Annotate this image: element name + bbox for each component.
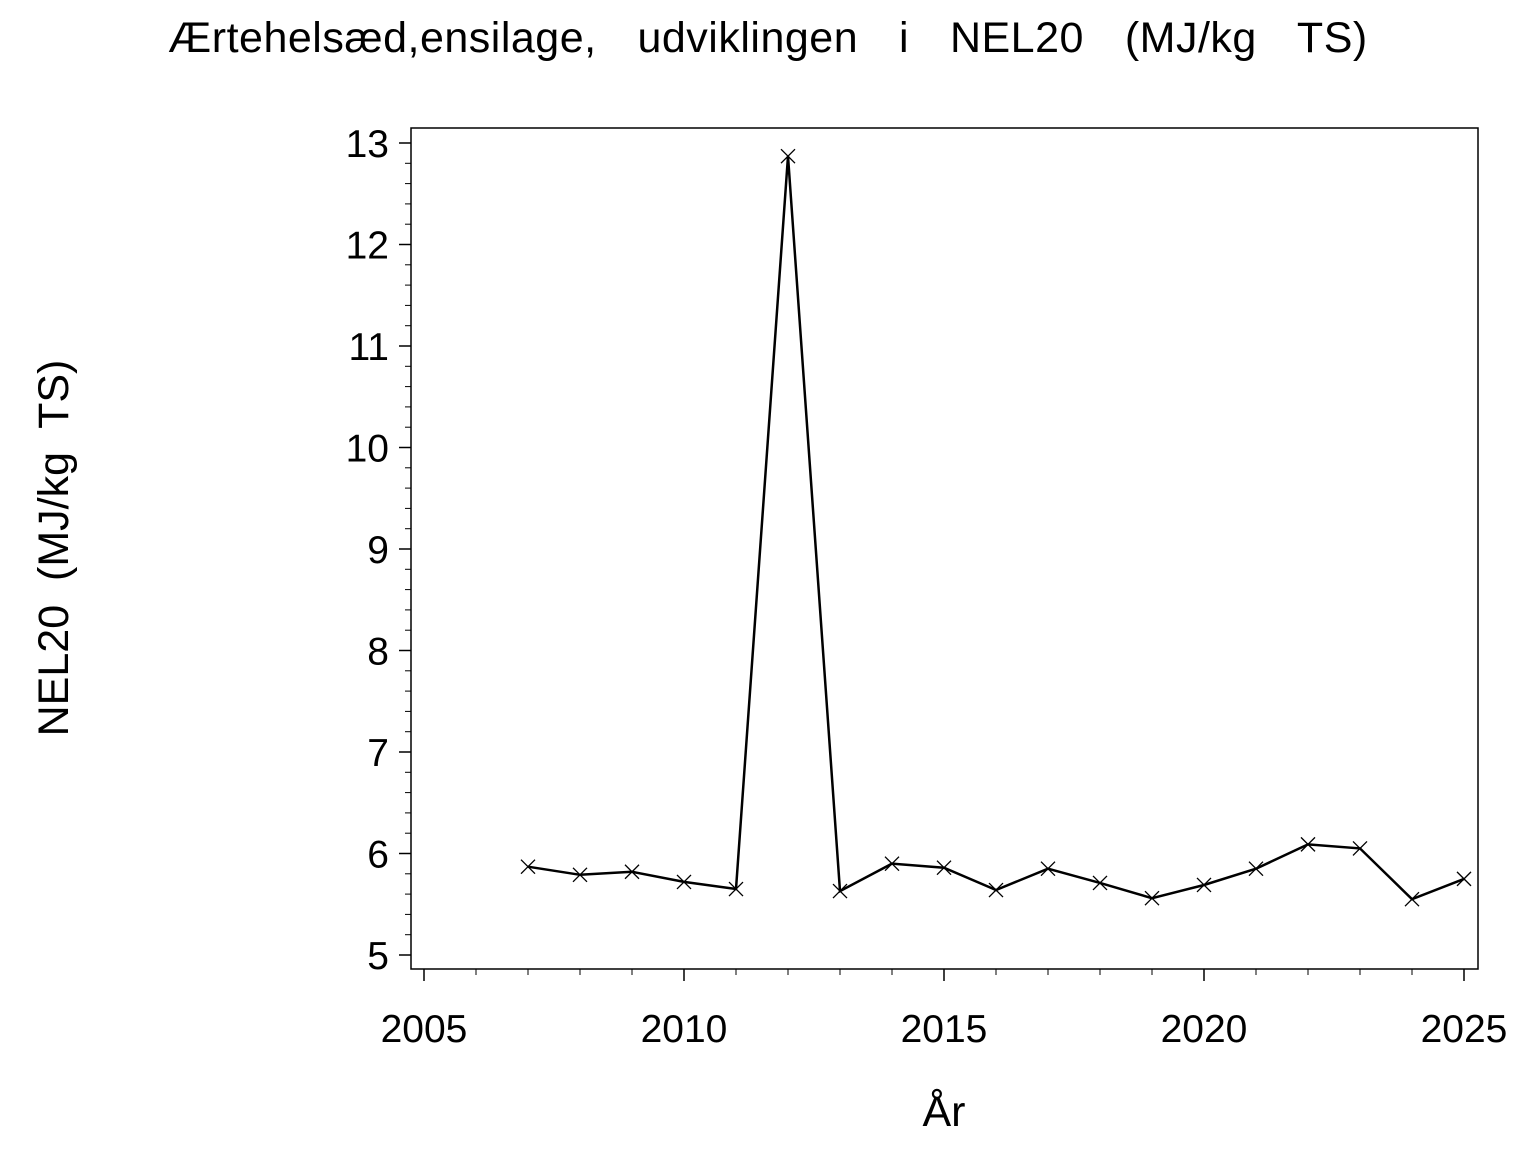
data-point-marker (1352, 840, 1368, 856)
marker-stroke (728, 881, 744, 897)
marker-stroke (1196, 877, 1212, 893)
data-point-marker (1300, 836, 1316, 852)
data-point-marker (936, 860, 952, 876)
y-tick-label: 6 (367, 834, 389, 877)
marker-stroke (1300, 836, 1316, 852)
data-point-marker (572, 867, 588, 883)
x-axis: 2005 2010 2015 2020 2025 (381, 969, 1508, 1051)
plot-frame (410, 127, 1479, 970)
marker-stroke (988, 882, 1004, 898)
y-tick-label: 10 (346, 428, 389, 471)
data-point-marker (1144, 890, 1160, 906)
data-point-marker (624, 864, 640, 880)
y-tick-label: 9 (367, 529, 389, 572)
data-point-marker (520, 859, 536, 875)
marker-stroke (1404, 891, 1420, 907)
x-tick-label: 2015 (901, 1008, 988, 1051)
data-point-marker (832, 883, 848, 899)
data-point-marker (780, 148, 796, 164)
marker-stroke (676, 874, 692, 890)
marker-stroke (884, 856, 900, 872)
x-tick-label: 2020 (1161, 1008, 1248, 1051)
y-tick-label: 11 (349, 326, 390, 369)
marker-stroke (1144, 890, 1160, 906)
marker-stroke (1456, 871, 1472, 887)
y-tick-label: 5 (367, 935, 389, 978)
marker-stroke (780, 148, 796, 164)
x-tick-label: 2005 (381, 1008, 468, 1051)
y-axis-label: NEL20 (MJ/kg TS) (30, 360, 78, 737)
marker-stroke (1040, 861, 1056, 877)
data-point-marker (1248, 861, 1264, 877)
chart-title: Ærtehelsæd,ensilage, udviklingen i NEL20… (168, 14, 1368, 62)
data-series (520, 148, 1472, 907)
data-point-marker (1456, 871, 1472, 887)
data-point-marker (884, 856, 900, 872)
data-point-marker (1092, 875, 1108, 891)
x-tick-label: 2025 (1421, 1008, 1508, 1051)
marker-stroke (624, 864, 640, 880)
marker-stroke (1248, 861, 1264, 877)
y-tick-label: 7 (367, 732, 389, 775)
marker-stroke (572, 867, 588, 883)
marker-stroke (936, 860, 952, 876)
data-point-marker (676, 874, 692, 890)
marker-stroke (1092, 875, 1108, 891)
y-tick-label: 13 (346, 123, 389, 166)
data-point-marker (1404, 891, 1420, 907)
marker-stroke (520, 859, 536, 875)
series-line (527, 156, 1465, 901)
data-point-marker (988, 882, 1004, 898)
y-tick-label: 12 (346, 225, 389, 268)
x-tick-label: 2010 (641, 1008, 728, 1051)
x-axis-label: År (923, 1088, 966, 1136)
data-point-marker (728, 881, 744, 897)
marker-stroke (832, 883, 848, 899)
marker-stroke (1352, 840, 1368, 856)
data-point-marker (1040, 861, 1056, 877)
y-tick-label: 8 (367, 631, 389, 674)
y-axis: 5 6 7 8 9 10 11 12 13 (346, 123, 411, 978)
data-point-marker (1196, 877, 1212, 893)
